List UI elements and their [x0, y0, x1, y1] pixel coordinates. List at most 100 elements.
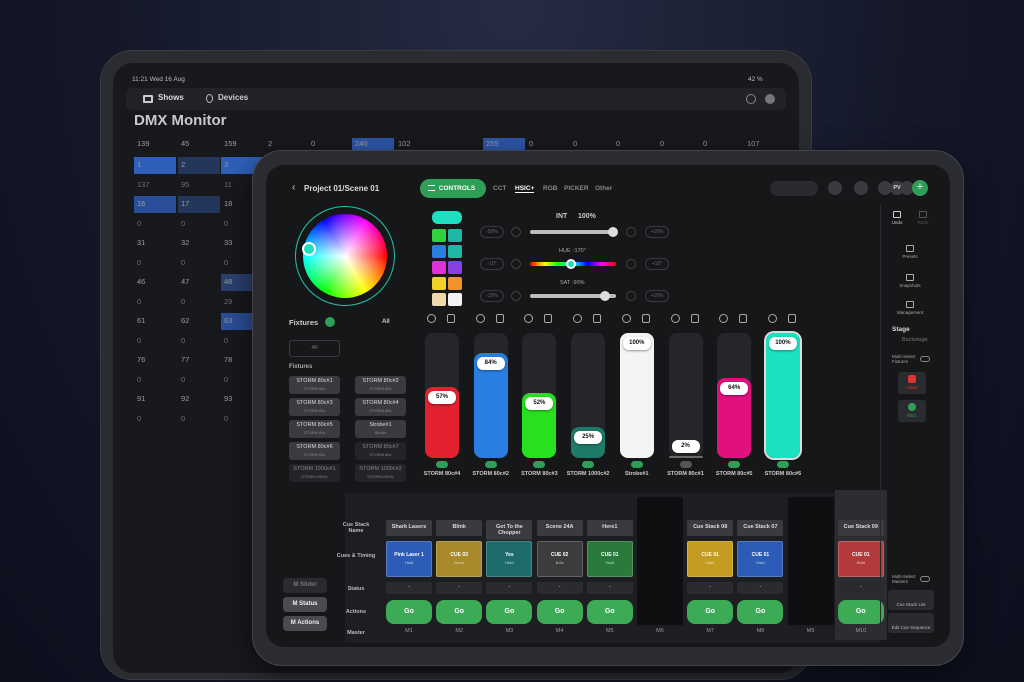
fixture-button[interactable]: [355, 376, 406, 394]
backstage-title[interactable]: Backstage: [902, 337, 928, 343]
go-button[interactable]: Go: [837, 600, 884, 624]
cue-box[interactable]: [837, 541, 884, 577]
wheel-knob[interactable]: [302, 242, 316, 256]
sidebar-button[interactable]: Management: [896, 310, 924, 315]
go-button[interactable]: Go: [436, 600, 483, 624]
controls-button[interactable]: CONTROLS: [420, 179, 486, 198]
cue-box[interactable]: [536, 541, 583, 577]
fader-icon[interactable]: [573, 314, 583, 323]
swatch[interactable]: [432, 245, 446, 258]
stack-name[interactable]: Scene 24A: [536, 520, 583, 536]
sidebar-button[interactable]: Snapshots: [899, 283, 921, 288]
all-link[interactable]: All: [382, 319, 390, 325]
slider-knob[interactable]: [600, 291, 610, 301]
stack-name[interactable]: Cue Stack 08: [687, 520, 734, 536]
devices-tab[interactable]: Devices: [218, 93, 249, 102]
swatch[interactable]: [448, 277, 462, 290]
fader-icon[interactable]: [593, 314, 602, 323]
sidebar-button[interactable]: Undo: [891, 220, 903, 225]
plus-button[interactable]: [626, 259, 636, 269]
fixture-button[interactable]: [355, 420, 406, 438]
mode-tab[interactable]: RGB: [543, 185, 558, 192]
go-button[interactable]: Go: [737, 600, 784, 624]
toggle[interactable]: [920, 576, 930, 582]
minus-button[interactable]: [511, 291, 521, 301]
fixture-button[interactable]: [289, 442, 340, 460]
sidebar-icon[interactable]: [906, 245, 914, 252]
add-button[interactable]: +: [912, 180, 928, 196]
fader-toggle[interactable]: [484, 461, 497, 468]
rec-button[interactable]: [898, 400, 926, 422]
fader-icon[interactable]: [495, 314, 504, 323]
stack-name[interactable]: Here1: [586, 520, 633, 536]
slider-knob[interactable]: [608, 227, 618, 237]
mode-tab[interactable]: Other: [595, 185, 613, 192]
cue-box[interactable]: [486, 541, 533, 577]
fixture-button[interactable]: [355, 464, 406, 482]
add-fixture[interactable]: [325, 317, 335, 327]
fixture-button[interactable]: [289, 464, 340, 482]
fader-track[interactable]: [668, 333, 703, 458]
step-button[interactable]: -50%: [480, 226, 504, 238]
go-button[interactable]: Go: [486, 600, 533, 624]
header-icon[interactable]: [854, 181, 868, 195]
mode-tab[interactable]: PICKER: [564, 185, 589, 192]
avatar[interactable]: PV: [890, 181, 904, 195]
plus-button[interactable]: [626, 227, 636, 237]
fader-icon[interactable]: [787, 314, 796, 323]
go-button[interactable]: Go: [386, 600, 432, 624]
wifi-pill[interactable]: [770, 181, 818, 196]
master-toggle[interactable]: M Status: [283, 597, 327, 612]
fader-toggle[interactable]: [776, 461, 789, 468]
cue-box[interactable]: [737, 541, 784, 577]
stack-name[interactable]: Shark Lasers: [386, 520, 432, 536]
header-icon[interactable]: [878, 181, 892, 195]
fixture-button[interactable]: [289, 420, 340, 438]
fader-toggle[interactable]: [630, 461, 643, 468]
fader-icon[interactable]: [641, 314, 650, 323]
clear-button[interactable]: [898, 372, 926, 394]
swatch[interactable]: [448, 245, 462, 258]
fader-icon[interactable]: [475, 314, 485, 323]
cue-box[interactable]: [436, 541, 483, 577]
toggle[interactable]: [920, 356, 930, 362]
step-button[interactable]: +10°: [645, 258, 669, 270]
master-toggle[interactable]: M Slider: [283, 578, 327, 593]
fader-icon[interactable]: [719, 314, 729, 323]
swatch[interactable]: [432, 277, 446, 290]
stack-name[interactable]: Get To the Chopper: [486, 520, 533, 540]
stack-name[interactable]: Cue Stack 09: [837, 520, 884, 536]
minus-button[interactable]: [511, 227, 521, 237]
fader-icon[interactable]: [670, 314, 680, 323]
fader-toggle[interactable]: [728, 461, 741, 468]
cue-box[interactable]: [586, 541, 633, 577]
fader-icon[interactable]: [690, 314, 699, 323]
mode-tab[interactable]: CCT: [493, 185, 507, 192]
step-button[interactable]: -10°: [480, 258, 504, 270]
fader-icon[interactable]: [621, 314, 631, 323]
settings-icon[interactable]: [746, 94, 756, 104]
fader-icon[interactable]: [427, 314, 436, 323]
fader-icon[interactable]: [544, 314, 553, 323]
swatch[interactable]: [432, 293, 446, 306]
help-icon[interactable]: [765, 94, 775, 104]
stage-title[interactable]: Stage: [892, 326, 910, 333]
step-button[interactable]: +10%: [645, 226, 669, 238]
sidebar-icon[interactable]: [919, 211, 927, 218]
swatch[interactable]: [432, 261, 446, 274]
swatch[interactable]: [448, 293, 462, 306]
fader-icon[interactable]: [739, 314, 748, 323]
fixture-button[interactable]: [289, 398, 340, 416]
fixture-button[interactable]: [355, 442, 406, 460]
fader-toggle[interactable]: [679, 461, 692, 468]
edit-cue-button[interactable]: [888, 613, 934, 633]
plus-button[interactable]: [626, 291, 636, 301]
step-button[interactable]: -10%: [480, 290, 504, 302]
stack-name[interactable]: Cue Stack 07: [737, 520, 784, 536]
sidebar-button[interactable]: Redo: [917, 220, 929, 225]
color-wheel[interactable]: [303, 214, 387, 298]
swatch[interactable]: [448, 229, 462, 242]
go-button[interactable]: Go: [586, 600, 633, 624]
cue-box[interactable]: [687, 541, 734, 577]
step-button[interactable]: +10%: [645, 290, 669, 302]
